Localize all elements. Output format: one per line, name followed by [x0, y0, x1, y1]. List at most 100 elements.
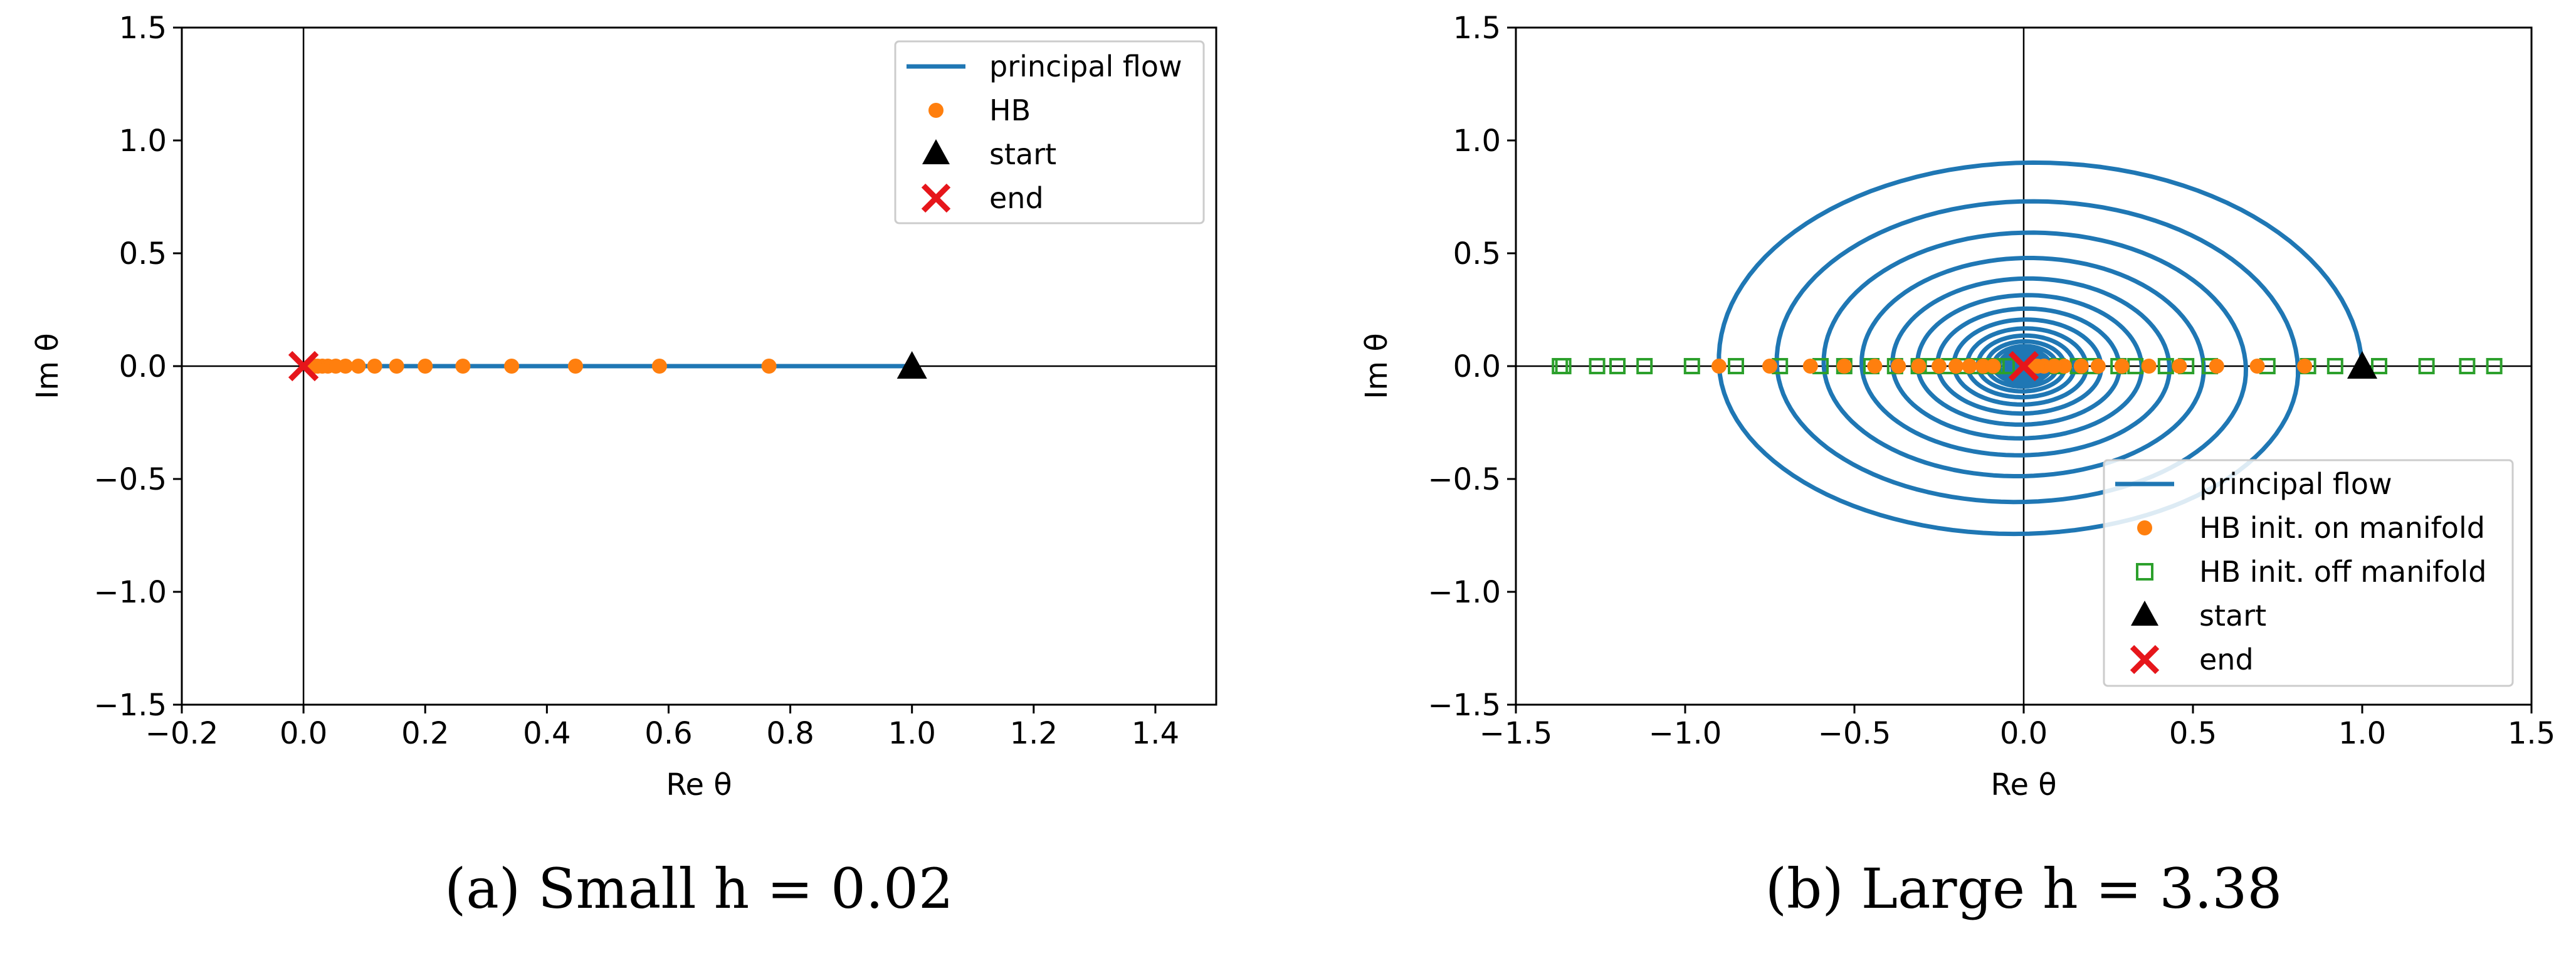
- b-ytick-label: 1.0: [1453, 124, 1501, 159]
- hb-off-manifold-point: [2326, 358, 2343, 374]
- legend-b-end-swatch: [2130, 644, 2160, 675]
- b-ytick-label: −1.5: [1427, 688, 1501, 723]
- hb-on-manifold-point: [2209, 359, 2224, 374]
- hb-on-manifold-point: [2073, 359, 2089, 374]
- legend-hb-swatch: [928, 103, 944, 118]
- legend-b-hb-off-swatch: [2136, 563, 2153, 581]
- hb-point: [418, 359, 433, 374]
- b-xtick-label: 1.5: [2508, 716, 2555, 751]
- a-xtick-label: 1.0: [888, 716, 936, 751]
- legend-start-label: start: [989, 137, 1056, 171]
- hb-off-manifold-point: [2486, 358, 2503, 374]
- a-xtick-label: 0.0: [280, 716, 327, 751]
- a-ytick-label: 1.0: [119, 124, 167, 159]
- hb-on-manifold-point: [1867, 359, 1883, 374]
- a-xtick-label: 0.6: [644, 716, 692, 751]
- legend-b-start-label: start: [2199, 599, 2266, 633]
- panel-a-xlabel: Re θ: [666, 767, 732, 802]
- hb-off-manifold-point: [2418, 358, 2435, 374]
- legend-start-swatch: [922, 139, 950, 164]
- b-xtick-label: 0.0: [2000, 716, 2048, 751]
- hb-on-manifold-point: [2297, 359, 2313, 374]
- legend-b-flow-label: principal flow: [2199, 467, 2392, 501]
- hb-on-manifold-point: [1911, 359, 1927, 374]
- hb-point: [504, 359, 520, 374]
- b-ytick-label: −0.5: [1427, 462, 1501, 497]
- hb-on-manifold-point: [1948, 359, 1964, 374]
- a-xtick-label: −0.2: [145, 716, 219, 751]
- hb-on-manifold-point: [2114, 359, 2130, 374]
- hb-on-manifold-point: [1962, 359, 1977, 374]
- b-ytick-label: 0.5: [1453, 236, 1501, 271]
- a-xtick-label: 0.2: [401, 716, 449, 751]
- hb-on-manifold-point: [1985, 359, 2001, 374]
- panel-a-caption: (a) Small h = 0.02: [444, 856, 954, 921]
- hb-off-manifold-point: [1555, 358, 1572, 374]
- hb-on-manifold-point: [1711, 359, 1727, 374]
- hb-off-manifold-point: [1636, 358, 1653, 374]
- hb-point: [761, 359, 777, 374]
- hb-off-manifold-point: [2459, 358, 2476, 374]
- hb-on-manifold-point: [1802, 359, 1818, 374]
- start-marker: [2347, 351, 2377, 379]
- legend-b-start-swatch: [2131, 601, 2158, 626]
- hb-off-manifold-point: [2371, 358, 2387, 374]
- a-ytick-label: 1.5: [119, 11, 167, 46]
- hb-on-manifold-point: [1836, 359, 1852, 374]
- hb-point: [567, 359, 583, 374]
- a-ytick-label: 0.5: [119, 236, 167, 271]
- hb-point: [389, 359, 404, 374]
- b-ytick-label: −1.0: [1427, 575, 1501, 610]
- hb-on-manifold-point: [2141, 359, 2157, 374]
- hb-point: [367, 359, 382, 374]
- b-ytick-label: 0.0: [1453, 349, 1501, 384]
- end-marker: [288, 350, 319, 382]
- hb-point: [651, 359, 667, 374]
- hb-on-manifold-point: [1762, 359, 1777, 374]
- b-xtick-label: 0.5: [2169, 716, 2217, 751]
- hb-on-manifold-point: [2172, 359, 2187, 374]
- a-ytick-label: −1.5: [93, 688, 167, 723]
- panel-a-legend: principal flow HB start end: [894, 40, 1205, 224]
- legend-b-hb-on-label: HB init. on manifold: [2199, 511, 2485, 545]
- panel-a-ylabel: Im θ: [30, 333, 65, 399]
- hb-on-manifold-point: [1891, 359, 1906, 374]
- hb-off-manifold-point: [1728, 358, 1744, 374]
- hb-on-manifold-point: [2249, 359, 2265, 374]
- end-marker: [2008, 350, 2039, 382]
- legend-flow-label: principal flow: [989, 50, 1182, 83]
- legend-b-hb-on-swatch: [2137, 520, 2152, 535]
- hb-point: [455, 359, 471, 374]
- a-ytick-label: 0.0: [119, 349, 167, 384]
- b-xtick-label: −1.5: [1480, 716, 1553, 751]
- a-ytick-label: −1.0: [93, 575, 167, 610]
- start-marker: [896, 351, 927, 379]
- hb-off-manifold-point: [1589, 358, 1606, 374]
- a-xtick-label: 1.2: [1010, 716, 1058, 751]
- legend-b-end-label: end: [2199, 643, 2254, 676]
- b-xtick-label: −0.5: [1818, 716, 1891, 751]
- hb-off-manifold-point: [1683, 358, 1700, 374]
- hb-on-manifold-point: [2090, 359, 2106, 374]
- hb-off-manifold-point: [1609, 358, 1626, 374]
- panel-b-ylabel: Im θ: [1359, 333, 1394, 399]
- b-xtick-label: −1.0: [1649, 716, 1722, 751]
- a-xtick-label: 0.4: [523, 716, 570, 751]
- a-xtick-label: 1.4: [1132, 716, 1179, 751]
- b-ytick-label: 1.5: [1453, 11, 1501, 46]
- b-xtick-label: 1.0: [2338, 716, 2386, 751]
- legend-hb-label: HB: [989, 93, 1031, 127]
- panel-b-legend: principal flow HB init. on manifold HB i…: [2103, 459, 2514, 687]
- legend-end-swatch: [921, 183, 951, 213]
- legend-end-label: end: [989, 181, 1044, 215]
- legend-b-hb-off-label: HB init. off manifold: [2199, 555, 2486, 589]
- hb-point: [350, 359, 366, 374]
- hb-on-manifold-point: [1932, 359, 1947, 374]
- a-ytick-label: −0.5: [93, 462, 167, 497]
- a-xtick-label: 0.8: [766, 716, 814, 751]
- panel-a: −0.2 0.0 0.2 0.4 0.6 0.8 1.0 1.2 1.4 −1.5 −1.0 −0.5…: [30, 11, 1217, 921]
- panel-b-caption: (b) Large h = 3.38: [1765, 856, 2283, 921]
- panel-b-xlabel: Re θ: [1990, 767, 2056, 802]
- panel-b: −1.5 −1.0 −0.5 0.0 0.5 1.0 1.5 −1.5 −1.0 −0.5 0.0 0…: [1359, 11, 2555, 921]
